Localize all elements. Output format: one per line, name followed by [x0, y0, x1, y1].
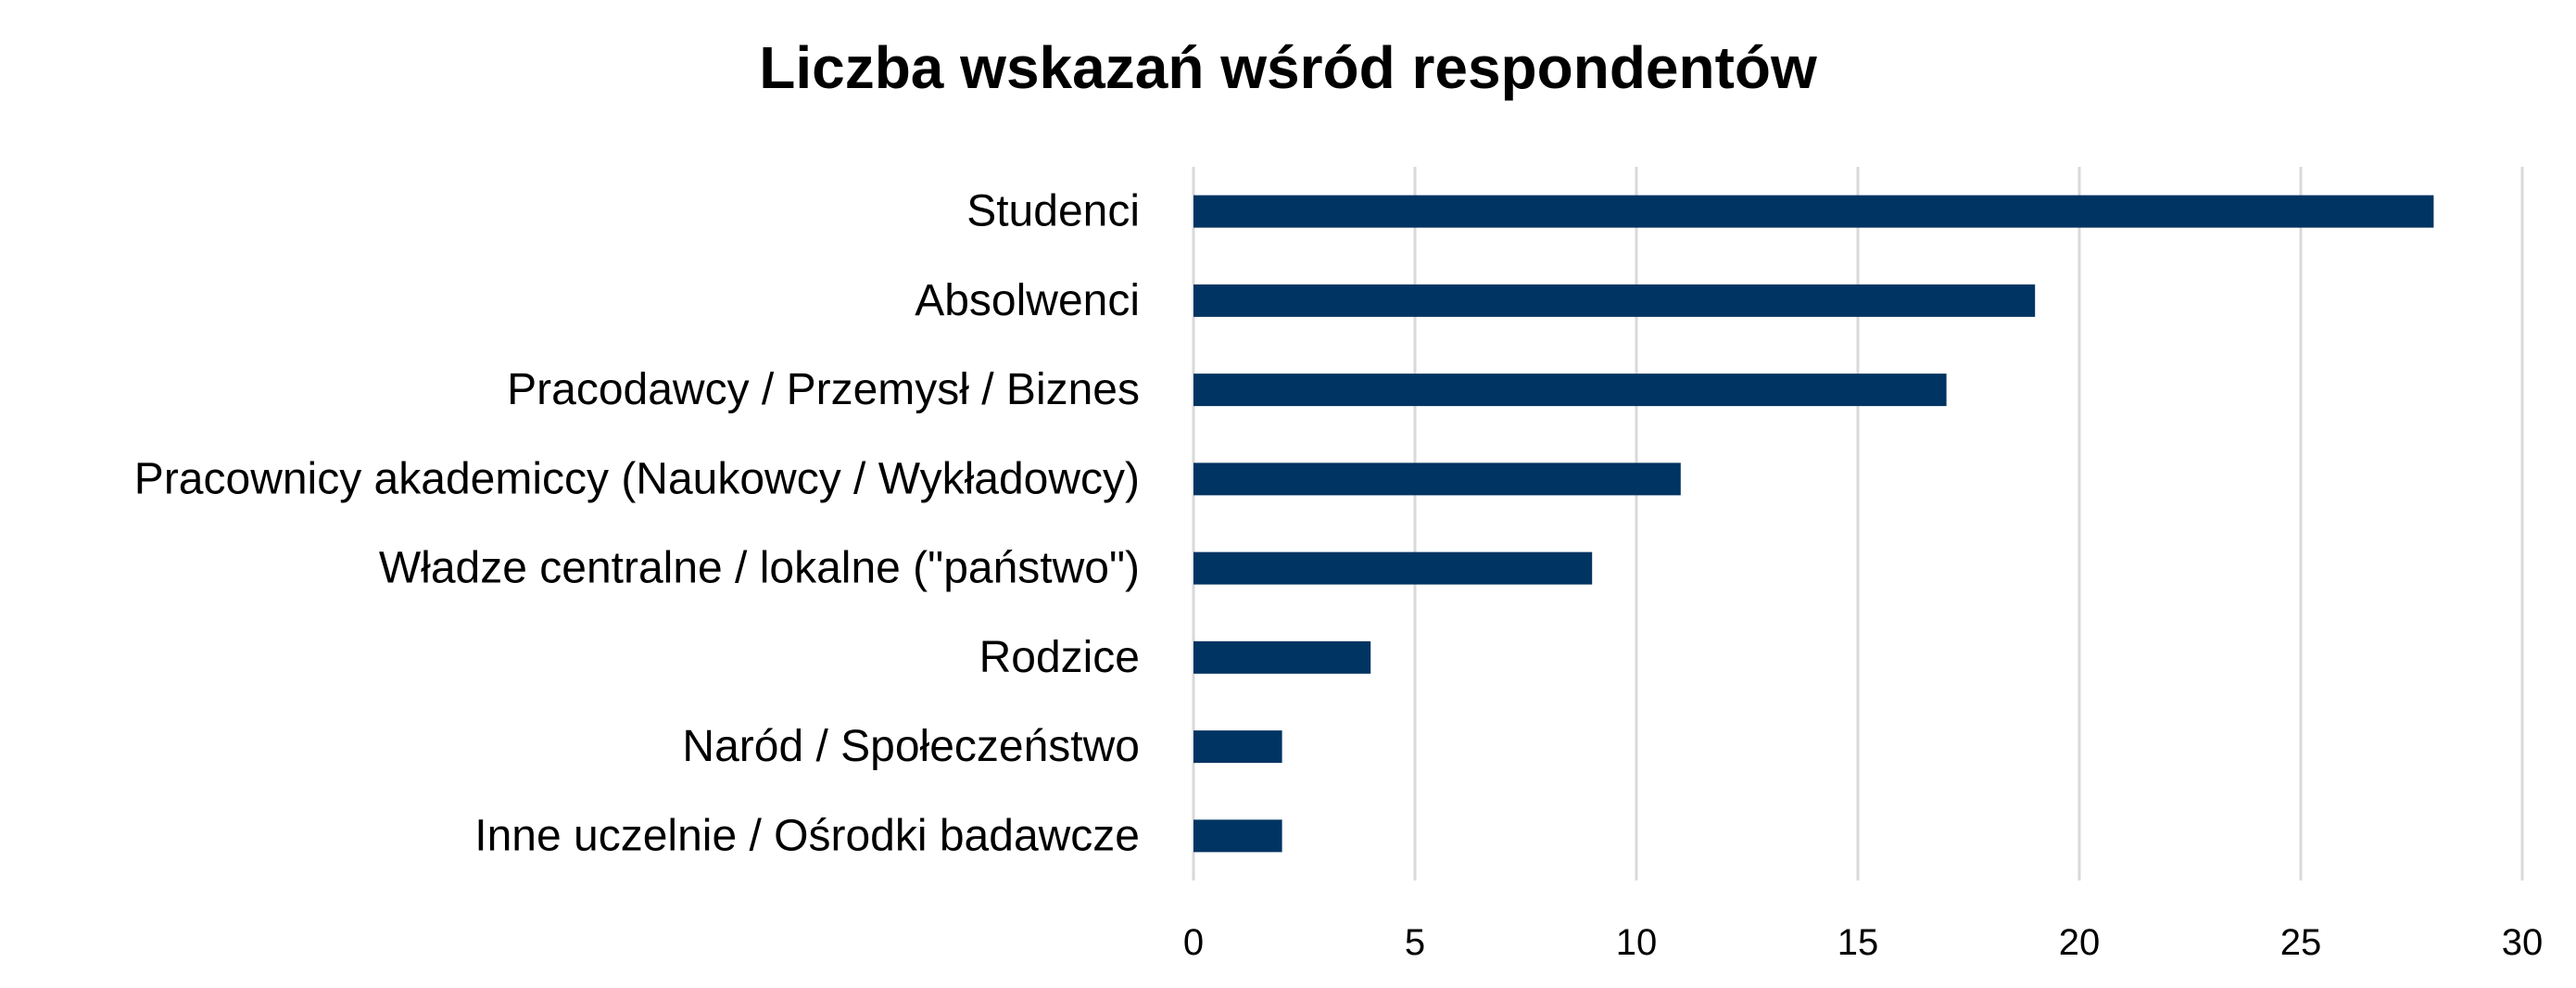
bar — [1193, 284, 2036, 317]
category-labels: Studenci Absolwenci Pracodawcy / Przemysł … — [134, 187, 1140, 861]
x-tick-label: 30 — [2502, 922, 2544, 963]
category-label: Absolwenci — [915, 276, 1140, 325]
bar — [1193, 195, 2434, 228]
bar — [1193, 374, 1947, 407]
category-label: Rodzice — [979, 633, 1140, 682]
x-tick-label: 20 — [2059, 922, 2101, 963]
category-label: Pracownicy akademiccy (Naukowcy / Wykład… — [134, 454, 1140, 503]
x-tick-label: 10 — [1616, 922, 1658, 963]
bar — [1193, 551, 1593, 585]
x-tick-label: 5 — [1405, 922, 1425, 963]
bar — [1193, 462, 1681, 496]
x-tick-label: 25 — [2280, 922, 2322, 963]
category-label: Inne uczelnie / Ośrodki badawcze — [474, 811, 1140, 860]
bar — [1193, 640, 1371, 674]
category-label: Studenci — [966, 187, 1140, 236]
category-label: Władze centralne / lokalne ("państwo") — [379, 544, 1140, 593]
category-label: Pracodawcy / Przemysł / Biznes — [507, 365, 1140, 414]
x-tick-label: 0 — [1183, 922, 1204, 963]
x-axis-tick-labels: 0 5 10 15 20 25 30 — [1183, 922, 2543, 963]
bar — [1193, 819, 1282, 853]
gridlines — [1192, 167, 2524, 880]
chart-title: Liczba wskazań wśród respondentów — [759, 34, 1817, 101]
x-tick-label: 15 — [1837, 922, 1879, 963]
bar — [1193, 730, 1282, 764]
bars — [1193, 195, 2434, 853]
category-label: Naród / Społeczeństwo — [682, 722, 1140, 771]
